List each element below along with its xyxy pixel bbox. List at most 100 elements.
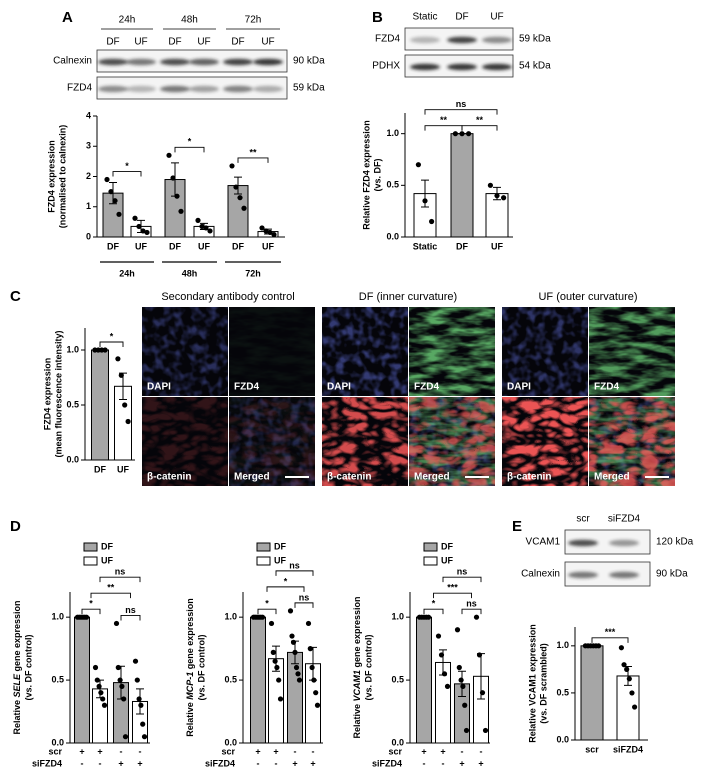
lane-label: siFZD4 bbox=[608, 514, 641, 525]
data-point bbox=[473, 614, 480, 620]
micro-channel-label: DAPI bbox=[507, 382, 531, 393]
blot-row-label: Calnexin bbox=[53, 56, 92, 67]
significance-label: * bbox=[432, 599, 436, 609]
lane-label: UF bbox=[490, 12, 503, 23]
significance-bracket bbox=[424, 125, 463, 131]
x-row-value: - bbox=[423, 758, 426, 768]
data-point bbox=[276, 677, 282, 683]
lane-label: DF bbox=[455, 12, 468, 23]
data-point bbox=[307, 646, 313, 652]
blot-band bbox=[189, 85, 219, 93]
x-tick-label: Static bbox=[413, 241, 438, 251]
data-point bbox=[267, 229, 273, 236]
legend-label: DF bbox=[274, 541, 286, 551]
significance-label: ** bbox=[249, 147, 257, 157]
micro-column-title: Secondary antibody control bbox=[161, 291, 294, 303]
y-tick-label: 0 bbox=[86, 231, 91, 241]
data-point bbox=[272, 658, 278, 664]
data-point bbox=[118, 372, 124, 378]
micro-signal bbox=[409, 397, 495, 486]
data-point bbox=[170, 175, 176, 181]
significance-label: ** bbox=[107, 583, 115, 593]
micro-channel-label: DAPI bbox=[147, 382, 171, 393]
data-point bbox=[305, 620, 312, 627]
x-tick-label: DF bbox=[169, 241, 181, 251]
blot-row-label: VCAM1 bbox=[526, 537, 561, 548]
bar bbox=[416, 616, 432, 744]
data-point bbox=[452, 131, 458, 137]
data-point bbox=[102, 347, 108, 353]
legend-swatch bbox=[256, 556, 271, 566]
x-row-value: - bbox=[442, 758, 445, 768]
micro-signal bbox=[322, 397, 408, 486]
label-part: Relative bbox=[12, 698, 22, 735]
data-point bbox=[122, 734, 129, 740]
x-tick-label: DF bbox=[107, 241, 119, 251]
blot-band bbox=[160, 85, 190, 93]
italic-gene: VCAM1 bbox=[352, 670, 362, 702]
y-tick-label: 4 bbox=[86, 110, 91, 120]
lane-group-label: 72h bbox=[245, 15, 262, 26]
data-point bbox=[268, 620, 275, 627]
significance-bracket bbox=[461, 125, 498, 131]
blot-band bbox=[447, 63, 477, 71]
data-point bbox=[259, 614, 266, 620]
data-point bbox=[314, 702, 321, 708]
data-point bbox=[237, 195, 243, 201]
blot-band bbox=[568, 571, 598, 579]
blot-band bbox=[253, 85, 283, 93]
x-row-label: siFZD4 bbox=[205, 758, 235, 768]
y-tick-label: 0.0 bbox=[66, 454, 79, 464]
micro-signal bbox=[502, 307, 588, 396]
data-point bbox=[94, 677, 100, 683]
y-tick-label: 0.0 bbox=[386, 231, 399, 241]
x-row-value: - bbox=[461, 746, 464, 756]
x-row-value: + bbox=[440, 746, 445, 756]
lane-label: DF bbox=[231, 37, 244, 48]
significance-label: * bbox=[89, 599, 93, 609]
micro-channel-label: Merged bbox=[594, 472, 630, 483]
label-part: Relative bbox=[352, 702, 362, 739]
data-point bbox=[309, 664, 315, 671]
micro-signal bbox=[229, 397, 315, 486]
data-point bbox=[460, 683, 466, 689]
data-point bbox=[140, 721, 146, 727]
y-tick-label: 3 bbox=[86, 141, 91, 151]
significance-bracket bbox=[90, 592, 131, 599]
data-point bbox=[479, 690, 486, 696]
blot-band bbox=[482, 63, 512, 71]
significance-bracket bbox=[433, 592, 472, 599]
significance-label: * bbox=[284, 576, 288, 586]
data-point bbox=[482, 727, 489, 734]
y-tick-label: 0.0 bbox=[556, 734, 569, 744]
x-row-value: + bbox=[255, 746, 260, 756]
data-point bbox=[441, 671, 448, 677]
lane-label: UF bbox=[261, 37, 274, 48]
data-point bbox=[444, 683, 451, 689]
blot-band bbox=[253, 58, 283, 66]
y-axis-label: (vs. DF) bbox=[372, 158, 382, 191]
data-point bbox=[83, 614, 90, 620]
significance-bracket bbox=[275, 570, 314, 576]
blot-band bbox=[447, 36, 477, 44]
lane-label: UF bbox=[134, 37, 147, 48]
data-point bbox=[422, 198, 428, 204]
y-tick-label: 1.0 bbox=[66, 344, 79, 354]
data-point bbox=[117, 677, 123, 683]
blot-size-label: 120 kDa bbox=[656, 537, 694, 548]
data-point bbox=[621, 662, 627, 668]
y-tick-label: 0.0 bbox=[51, 737, 64, 747]
blot-row-label: PDHX bbox=[372, 61, 400, 72]
significance-bracket bbox=[81, 608, 101, 615]
y-tick-label: 0.5 bbox=[386, 180, 399, 190]
legend-swatch bbox=[83, 556, 98, 566]
data-point bbox=[292, 649, 298, 656]
y-axis-label: (vs. DF scrambled) bbox=[538, 643, 548, 724]
y-axis-label: Relative VCAM1 expression bbox=[527, 624, 537, 743]
significance-bracket bbox=[237, 157, 269, 163]
y-axis-label: (normalised to calnexin) bbox=[57, 125, 67, 229]
x-row-value: - bbox=[120, 746, 123, 756]
error-bar bbox=[136, 688, 144, 715]
legend-swatch bbox=[256, 542, 271, 552]
data-point bbox=[207, 228, 213, 234]
